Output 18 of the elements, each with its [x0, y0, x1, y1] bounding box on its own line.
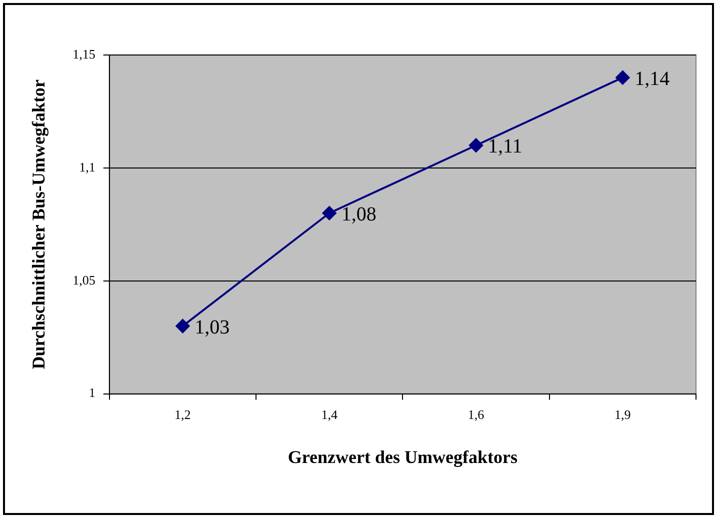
- x-tick-label: 1,6: [468, 407, 485, 422]
- data-label: 1,11: [488, 136, 522, 158]
- point: [322, 206, 336, 220]
- x-tick-label: 1,9: [614, 407, 631, 422]
- y-tick-label: 1,1: [79, 159, 96, 174]
- y-tick-label: 1,05: [72, 272, 96, 288]
- point: [616, 70, 630, 85]
- x-tick-label: 1,2: [174, 407, 191, 422]
- y-tick-label: 1: [88, 385, 96, 400]
- data-label: 1,08: [341, 203, 376, 226]
- x-axis-title: Grenzwert des Umwegfaktors: [288, 446, 518, 467]
- y-axis-title: Durchschnittlicher Bus-Umwegfaktor: [28, 79, 48, 370]
- y-tick-label: 1,15: [72, 46, 96, 62]
- data-label: 1,03: [194, 316, 230, 338]
- data-label: 1,14: [634, 68, 670, 90]
- point: [176, 319, 190, 334]
- x-tick-label: 1,4: [321, 407, 338, 422]
- point: [469, 138, 484, 152]
